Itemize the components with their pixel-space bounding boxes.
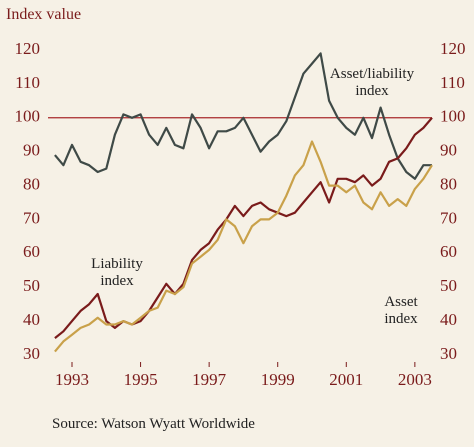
source: Source: Watson Wyatt Worldwide — [52, 416, 255, 432]
x-tick-label: 1995 — [124, 370, 158, 389]
series-label: Liability index — [91, 256, 143, 289]
y-tick-label: 100 — [15, 107, 41, 126]
chart-title: Index value — [6, 6, 82, 23]
x-tick-label: 1999 — [261, 370, 295, 389]
x-tick-label: 2003 — [398, 370, 432, 389]
x-tick-label: 1997 — [192, 370, 227, 389]
y2-tick-label: 120 — [440, 39, 466, 58]
series-label: Asset/liability index — [329, 66, 415, 99]
line-series — [54, 117, 433, 339]
series-label: Asset index — [384, 294, 418, 327]
y-tick-label: 70 — [23, 208, 40, 227]
y2-tick-label: 30 — [440, 344, 457, 363]
y-tick-label: 120 — [15, 39, 41, 58]
y2-tick-label: 80 — [440, 174, 457, 193]
x-tick-label: 1993 — [55, 370, 89, 389]
y-tick-label: 90 — [23, 141, 40, 160]
y2-tick-label: 90 — [440, 141, 457, 160]
x-tick-label: 2001 — [329, 370, 363, 389]
y-tick-label: 110 — [15, 73, 40, 92]
line-series — [54, 140, 433, 353]
line-series — [54, 52, 432, 180]
y2-tick-label: 110 — [440, 73, 465, 92]
y2-tick-label: 70 — [440, 208, 457, 227]
y2-tick-label: 60 — [440, 242, 457, 261]
y-tick-label: 80 — [23, 174, 40, 193]
y-tick-label: 60 — [23, 242, 40, 261]
y-tick-label: 40 — [23, 310, 40, 329]
y2-tick-label: 50 — [440, 276, 457, 295]
y-tick-label: 30 — [23, 344, 40, 363]
y2-tick-label: 100 — [440, 107, 466, 126]
y-tick-label: 50 — [23, 276, 40, 295]
y2-tick-label: 40 — [440, 310, 457, 329]
